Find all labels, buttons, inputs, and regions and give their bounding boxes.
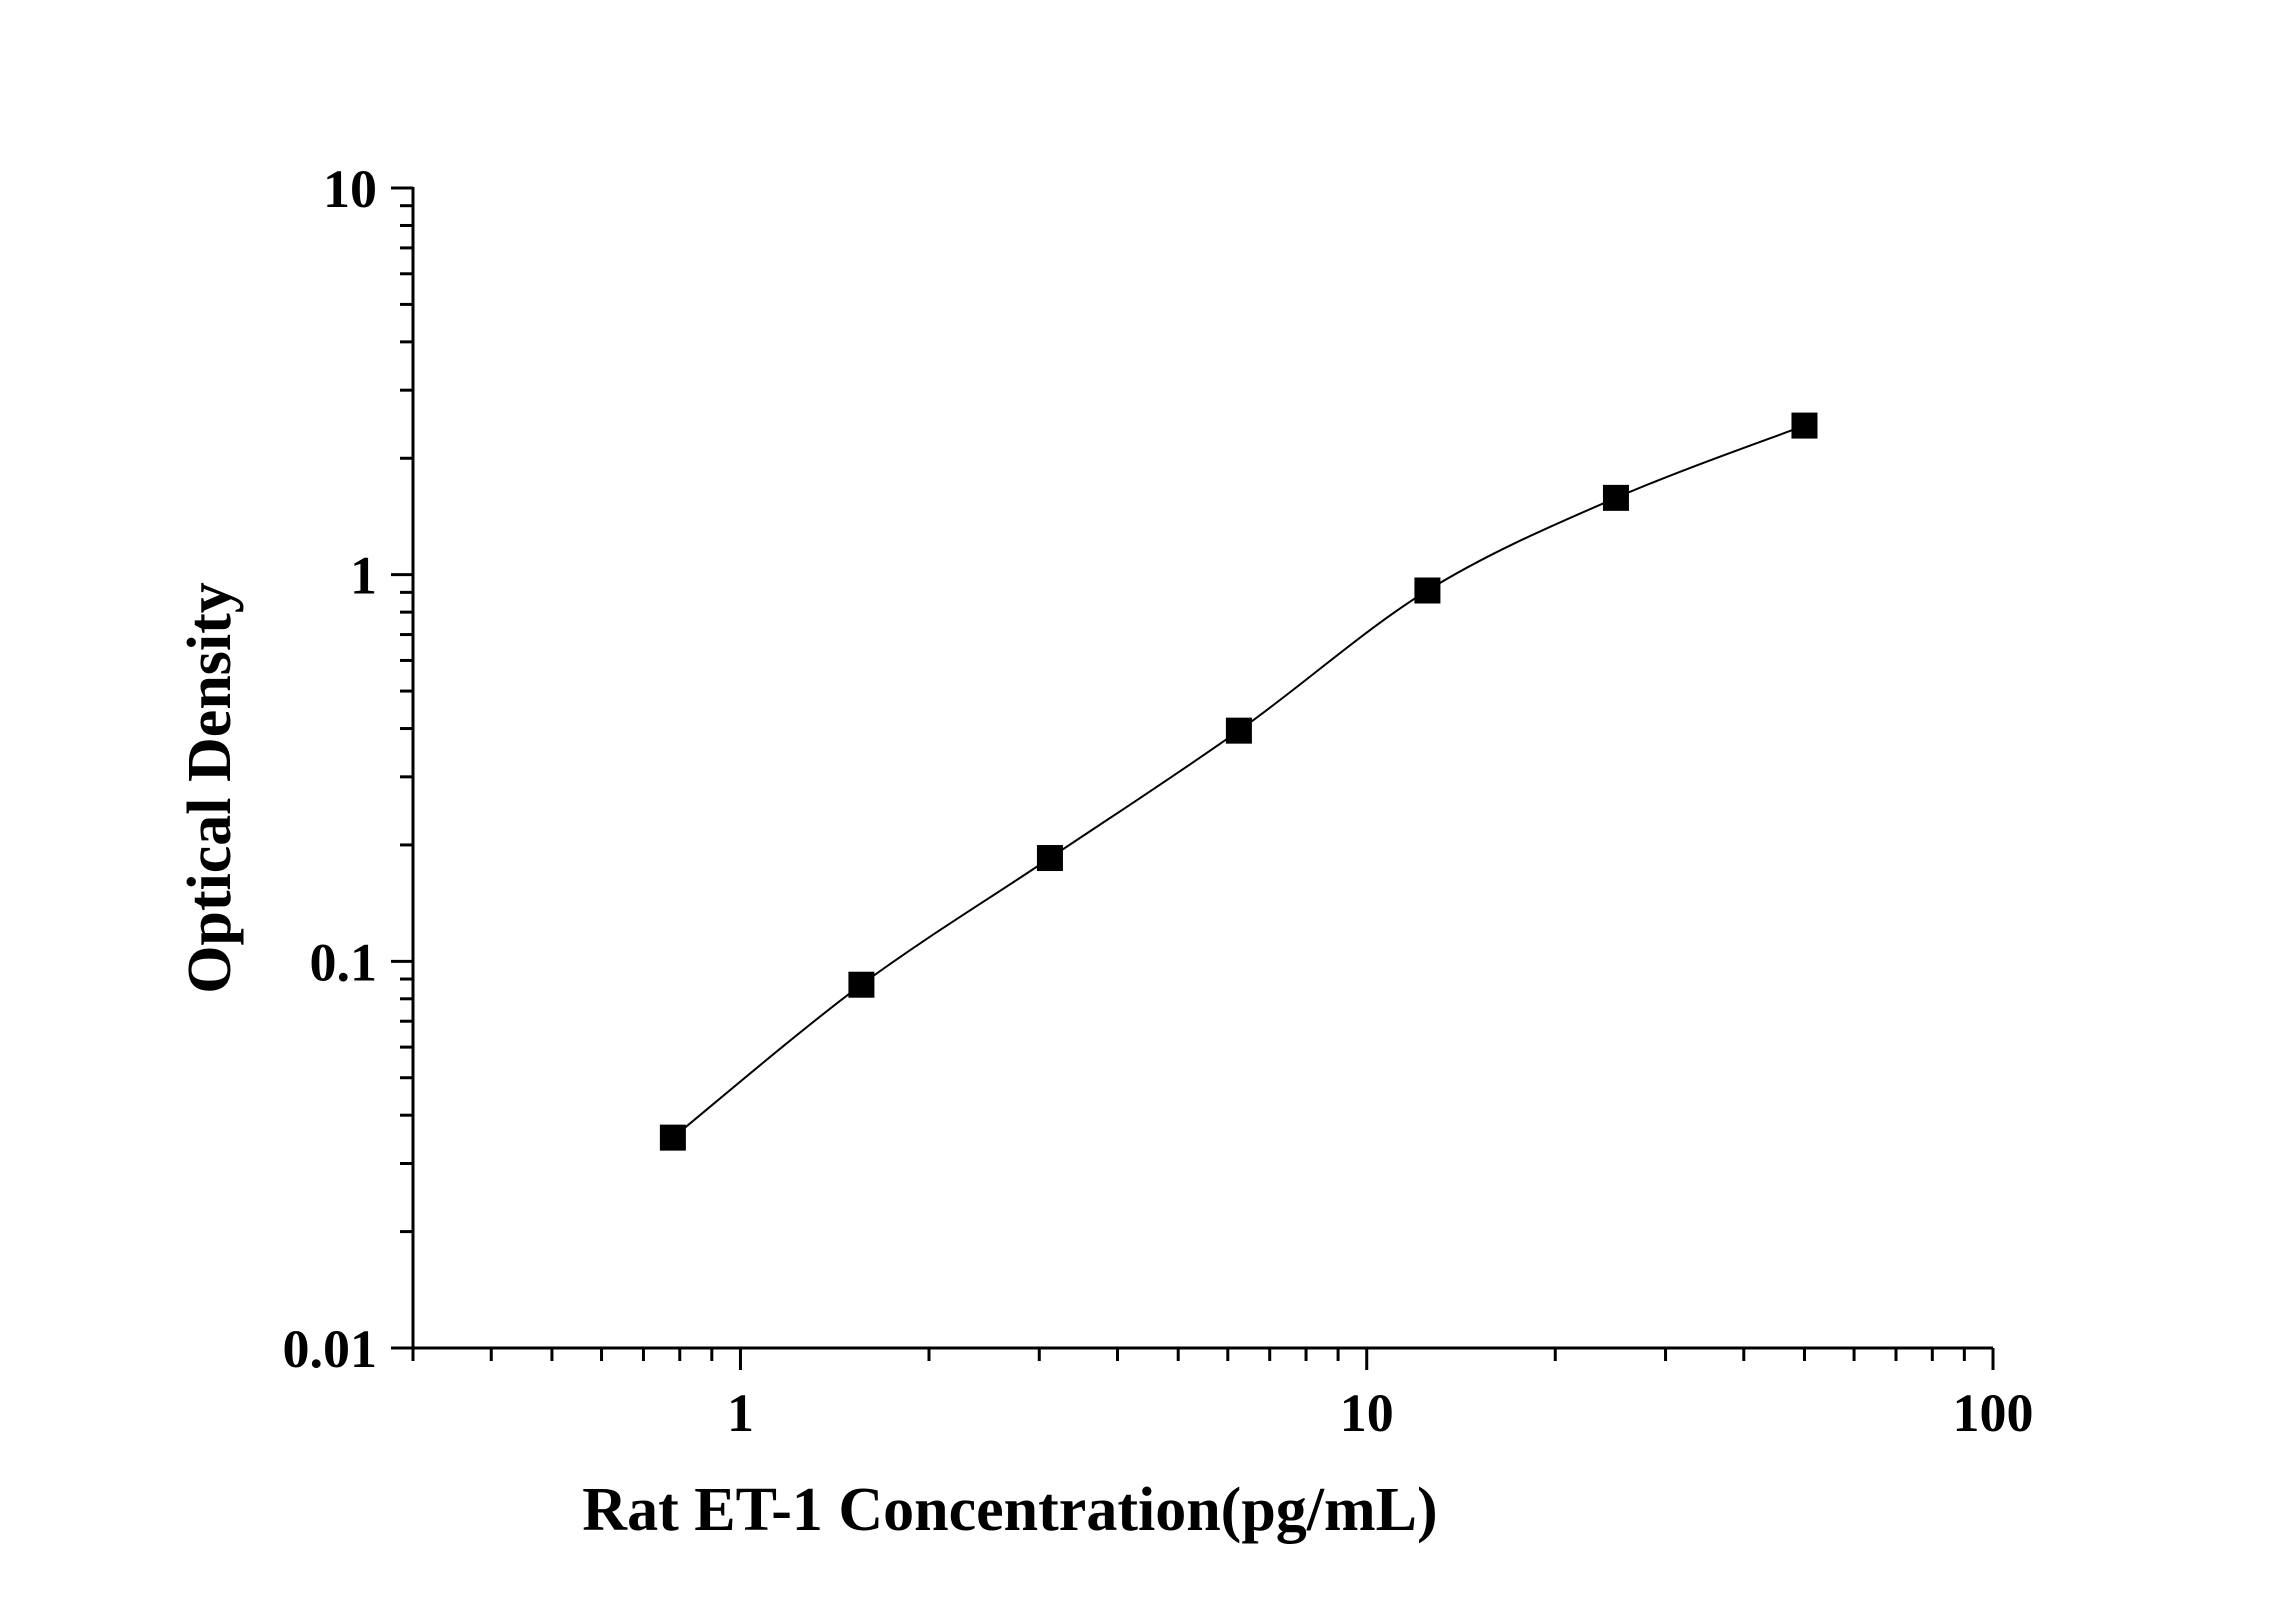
- y-tick-label: 0.1: [310, 932, 378, 992]
- data-point-marker: [1791, 412, 1818, 439]
- y-tick-label: 10: [323, 159, 377, 219]
- x-tick-label: 1: [727, 1383, 754, 1443]
- x-tick-label: 100: [1953, 1383, 2034, 1443]
- x-tick-label: 10: [1340, 1383, 1394, 1443]
- data-point-marker: [1414, 577, 1441, 604]
- y-tick-label: 1: [350, 546, 377, 606]
- y-axis-title: Optical Density: [176, 582, 244, 994]
- data-point-marker: [1036, 845, 1063, 872]
- data-points: [659, 412, 1818, 1151]
- data-point-marker: [1602, 484, 1629, 511]
- y-axis-ticks: 0.01 0.1 1 10: [283, 159, 413, 1379]
- fit-curve-layer: [672, 424, 1805, 1139]
- axes: [411, 187, 1993, 1350]
- data-point-marker: [848, 971, 875, 998]
- fit-curve: [672, 424, 1805, 1139]
- data-point-marker: [659, 1124, 686, 1151]
- data-point-marker: [1225, 717, 1252, 744]
- x-axis-ticks: 1 10 100: [411, 1348, 2034, 1443]
- y-tick-label: 0.01: [283, 1319, 378, 1379]
- x-axis-title: Rat ET-1 Concentration(pg/mL): [582, 1476, 1437, 1544]
